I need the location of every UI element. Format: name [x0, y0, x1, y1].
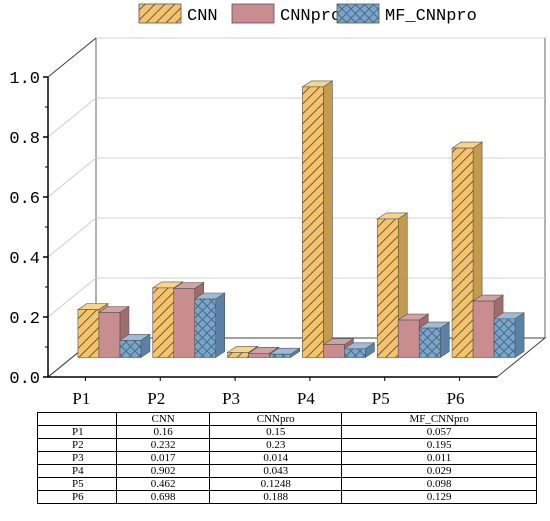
bar-front — [269, 353, 291, 358]
gridline — [47, 217, 97, 258]
bar-front — [98, 312, 121, 358]
legend-label: CNN — [187, 7, 218, 26]
legend-item: CNNpro — [231, 3, 341, 26]
table-cell: 0.23 — [209, 438, 343, 452]
bar-front — [472, 300, 495, 358]
table-row: P2 0.232 0.23 0.195 — [37, 438, 537, 452]
x-tick-label: P2 — [147, 389, 165, 408]
bar — [343, 342, 376, 359]
legend-swatch — [231, 3, 275, 24]
table-header-row: CNN CNNpro MF_CNNpro — [37, 412, 537, 426]
table-header-cnnpro: CNNpro — [209, 412, 343, 426]
table-cell: 0.698 — [115, 490, 211, 504]
bar-front — [77, 309, 100, 358]
legend-item: CNN — [138, 3, 218, 26]
table-cell: 0.1248 — [209, 477, 343, 491]
table-row: P3 0.017 0.014 0.011 — [37, 451, 537, 465]
y-tick-label: 0.8 — [9, 130, 40, 149]
x-tick-label: P1 — [72, 389, 90, 408]
bar-front — [451, 147, 474, 358]
bar-front — [418, 327, 441, 358]
table-row: P6 0.698 0.188 0.129 — [37, 490, 537, 504]
data-table: CNN CNNpro MF_CNNpro P1 0.16 0.15 0.057 … — [37, 412, 537, 504]
table-cell: 0.043 — [209, 464, 343, 478]
bar-front — [344, 348, 366, 358]
y-tick-label: 0.0 — [9, 370, 40, 389]
bar-chart: 0.0 0.2 0.4 0.6 0.8 1.0 P1 P2 P3 P4 P5 P6 CNN CNNpr… — [9, 3, 547, 408]
legend-label: CNNpro — [280, 7, 341, 26]
gridline — [47, 157, 97, 198]
legend-swatch — [336, 3, 380, 24]
table-cell: 0.011 — [341, 451, 537, 465]
y-tick-label: 0.4 — [9, 250, 40, 269]
y-tick-label: 0.6 — [9, 190, 40, 209]
bar-side — [323, 80, 333, 359]
bar-front — [248, 352, 270, 358]
bar-front — [119, 340, 142, 358]
bar — [268, 347, 301, 359]
y-tick-label: 0.2 — [9, 310, 40, 329]
table-header-cnn: CNN — [115, 412, 211, 426]
y-axis: 0.0 0.2 0.4 0.6 0.8 1.0 — [9, 70, 48, 389]
table-corner — [37, 412, 117, 426]
bar — [418, 321, 451, 359]
table-cell: 0.462 — [115, 477, 211, 491]
gridline — [47, 97, 97, 138]
top-left-edge — [47, 37, 97, 78]
gridline — [47, 277, 97, 318]
table-cell: 0.129 — [341, 490, 537, 504]
table-row: P5 0.462 0.1248 0.098 — [37, 477, 537, 491]
bar-front — [152, 287, 175, 358]
table-cell: P6 — [37, 490, 117, 504]
table-cell: 0.195 — [341, 438, 537, 452]
bar — [493, 312, 526, 359]
table-cell: P4 — [37, 464, 117, 478]
bar-side — [514, 312, 525, 359]
legend-item: MF_CNNpro — [336, 3, 477, 26]
bar — [193, 292, 226, 359]
bar-front — [173, 288, 196, 358]
table-header-mf-cnnpro: MF_CNNpro — [341, 412, 537, 426]
table-cell: 0.902 — [115, 464, 211, 478]
bar-front — [302, 86, 324, 358]
table-cell: P2 — [37, 438, 117, 452]
bar — [118, 333, 151, 359]
table-cell: 0.188 — [209, 490, 343, 504]
x-tick-label: P4 — [297, 389, 315, 408]
table-cell: 0.029 — [341, 464, 537, 478]
bars — [76, 80, 526, 359]
bar-front — [376, 218, 399, 358]
x-axis: P1 P2 P3 P4 P5 P6 — [72, 377, 465, 408]
table-row: P1 0.16 0.15 0.057 — [37, 425, 537, 439]
bar-front — [397, 319, 420, 358]
x-tick-label: P6 — [447, 389, 465, 408]
table-cell: P1 — [37, 425, 117, 439]
table-cell: 0.017 — [115, 451, 211, 465]
legend-swatch — [138, 3, 182, 24]
bar-front — [493, 318, 516, 358]
table-cell: 0.014 — [209, 451, 343, 465]
bar-front — [227, 352, 249, 358]
bar-front — [323, 344, 345, 358]
x-tick-label: P3 — [222, 389, 240, 408]
table-cell: 0.15 — [209, 425, 343, 439]
table-cell: P3 — [37, 451, 117, 465]
table-cell: P5 — [37, 477, 117, 491]
table-cell: 0.098 — [341, 477, 537, 491]
table-cell: 0.16 — [115, 425, 211, 439]
bar — [301, 80, 334, 359]
y-tick-label: 1.0 — [9, 70, 40, 89]
table-row: P4 0.902 0.043 0.029 — [37, 464, 537, 478]
x-tick-label: P5 — [372, 389, 390, 408]
legend: CNN CNNpro MF_CNNpro — [138, 3, 477, 26]
bar-side — [215, 292, 226, 359]
bar-front — [194, 298, 217, 358]
legend-label: MF_CNNpro — [385, 7, 477, 26]
table-cell: 0.057 — [341, 425, 537, 439]
table-cell: 0.232 — [115, 438, 211, 452]
